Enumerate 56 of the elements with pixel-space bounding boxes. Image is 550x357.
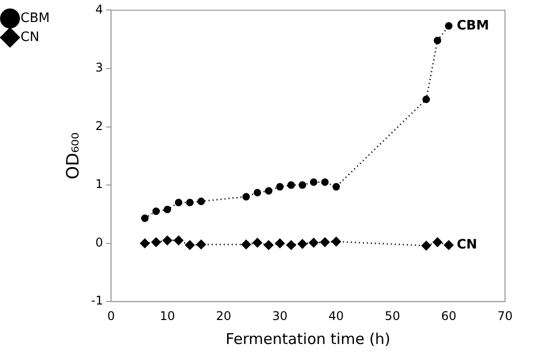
point <box>298 181 306 189</box>
x-tick-label: 70 <box>497 308 513 323</box>
x-tick-label: 40 <box>328 308 344 323</box>
point <box>264 240 274 250</box>
legend-label: CN <box>20 30 40 45</box>
point <box>444 240 454 250</box>
x-tick-label: 20 <box>216 308 232 323</box>
point <box>444 22 452 30</box>
point <box>152 208 160 216</box>
point <box>432 237 442 247</box>
point <box>310 178 318 186</box>
point <box>162 236 172 246</box>
point <box>421 240 431 250</box>
y-tick-label: 1 <box>95 177 104 192</box>
point <box>331 236 341 246</box>
y-tick-label: 4 <box>95 2 104 16</box>
point <box>140 238 150 248</box>
point <box>196 240 206 250</box>
point <box>287 181 295 189</box>
point <box>197 198 205 206</box>
point <box>286 240 296 250</box>
point <box>141 214 149 222</box>
point <box>434 36 442 44</box>
legend-label: CBM <box>20 10 50 26</box>
point <box>264 187 272 195</box>
x-tick-label: 30 <box>272 308 288 323</box>
point <box>254 188 262 196</box>
text: CN <box>456 237 478 252</box>
point <box>422 96 430 104</box>
point <box>186 198 194 206</box>
point <box>332 183 340 191</box>
point <box>174 198 182 206</box>
point <box>308 238 318 248</box>
y-tick-label: 3 <box>95 60 104 75</box>
point <box>276 183 284 191</box>
point <box>242 192 250 200</box>
y-tick-label: 0 <box>95 235 104 250</box>
point <box>320 237 330 247</box>
x-axis-title: Fermentation time (h) <box>226 330 390 348</box>
point <box>252 238 262 248</box>
y-tick-label: -1 <box>91 294 104 308</box>
point <box>151 237 161 247</box>
point <box>275 238 285 248</box>
point <box>298 239 308 249</box>
y-tick-label: 2 <box>95 118 104 133</box>
x-tick-label: 50 <box>384 308 400 323</box>
point <box>185 240 195 250</box>
y-axis-title: OD₆₀₀ <box>63 132 84 180</box>
point <box>321 178 329 186</box>
point <box>164 206 172 214</box>
point <box>241 240 251 250</box>
point <box>174 236 184 246</box>
x-tick-label: 10 <box>160 308 175 323</box>
x-tick-label: 60 <box>441 308 456 323</box>
x-tick-label: 0 <box>107 308 115 323</box>
text: CBM <box>456 18 490 34</box>
